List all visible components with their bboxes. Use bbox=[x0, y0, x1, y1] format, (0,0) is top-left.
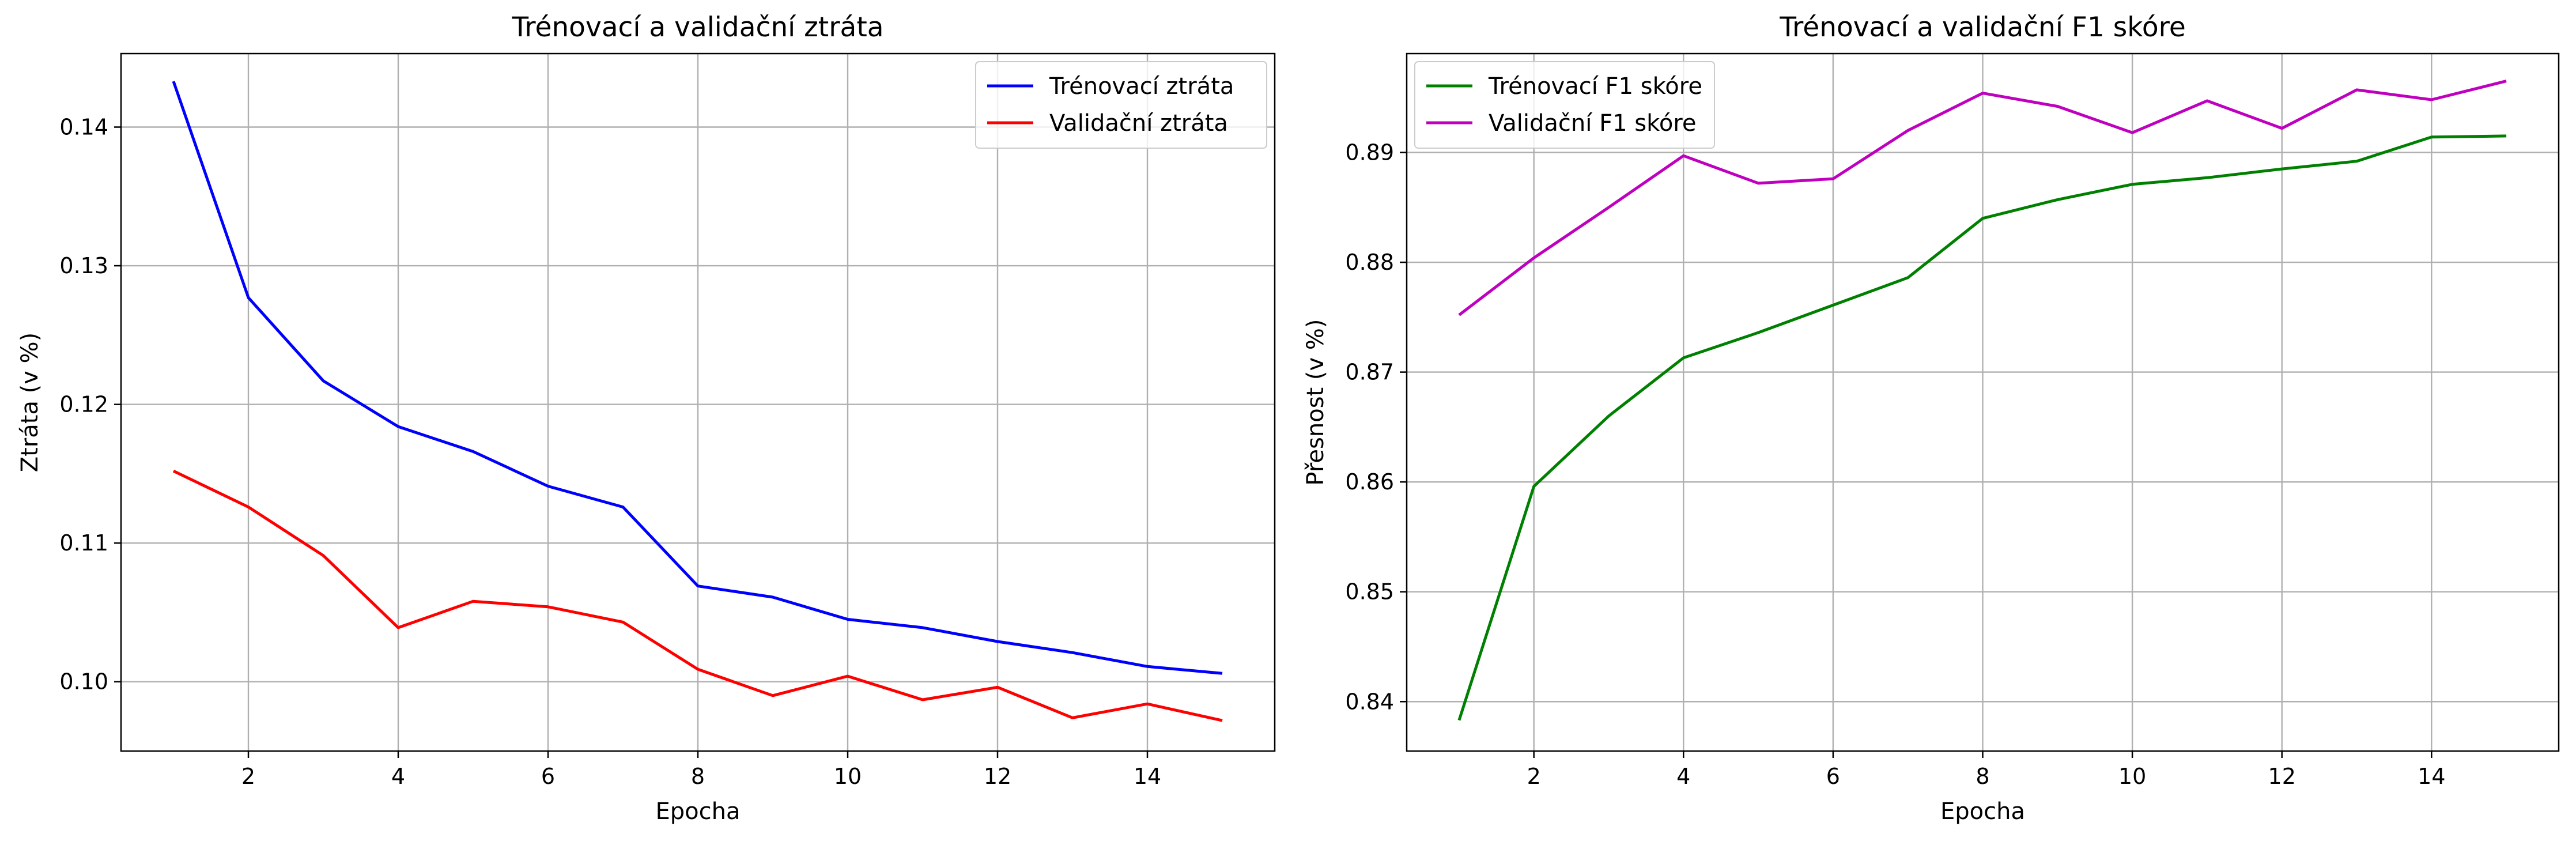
x-tick-label: 6 bbox=[1826, 764, 1840, 789]
series-line bbox=[172, 81, 1223, 675]
f1-score-chart: 2 4 6 8 10 12 14 0.84 0.85 0.86 0.87 0.88 0.89 Trénov… bbox=[1302, 12, 2560, 825]
ticks: 2 4 6 8 10 12 14 0.84 0.85 0.86 0.87 0.88 0.89 bbox=[1345, 139, 2445, 789]
loss-chart: 2 4 6 8 10 12 14 0.10 0.11 0.12 0.13 0.14 Trénovací … bbox=[17, 12, 1276, 825]
y-axis-label: Ztráta (v %) bbox=[17, 333, 43, 473]
x-tick-label: 2 bbox=[241, 764, 255, 789]
legend-label: Validační F1 skóre bbox=[1489, 110, 1696, 137]
chart-title: Trénovací a validační ztráta bbox=[511, 12, 883, 43]
y-tick-label: 0.12 bbox=[59, 392, 108, 417]
legend-label: Validační ztráta bbox=[1049, 110, 1228, 137]
x-tick-label: 6 bbox=[541, 764, 555, 789]
x-tick-label: 2 bbox=[1527, 764, 1541, 789]
x-tick-label: 10 bbox=[2118, 764, 2146, 789]
y-tick-label: 0.14 bbox=[59, 114, 108, 139]
x-axis-label: Epocha bbox=[1940, 798, 2025, 825]
y-tick-label: 0.13 bbox=[59, 253, 108, 278]
x-axis-label: Epocha bbox=[656, 798, 741, 825]
ticks: 2 4 6 8 10 12 14 0.10 0.11 0.12 0.13 0.14 bbox=[59, 114, 1161, 789]
legend-label: Trénovací F1 skóre bbox=[1488, 73, 1702, 100]
x-tick-label: 12 bbox=[984, 764, 1011, 789]
y-tick-label: 0.84 bbox=[1345, 689, 1394, 714]
y-tick-label: 0.87 bbox=[1345, 360, 1394, 385]
x-tick-label: 14 bbox=[1134, 764, 1161, 789]
x-tick-label: 10 bbox=[834, 764, 862, 789]
x-tick-label: 14 bbox=[2418, 764, 2445, 789]
legend: Trénovací F1 skóre Validační F1 skóre bbox=[1414, 61, 1715, 149]
series-line bbox=[172, 469, 1223, 722]
legend-label: Trénovací ztráta bbox=[1049, 73, 1234, 100]
series-line bbox=[1458, 80, 2507, 316]
chart-title: Trénovací a validační F1 skóre bbox=[1779, 12, 2186, 43]
series-line bbox=[1457, 134, 2507, 721]
x-tick-label: 4 bbox=[1676, 764, 1690, 789]
y-axis-label: Přesnost (v %) bbox=[1302, 319, 1329, 485]
legend-box bbox=[975, 61, 1267, 149]
legend: Trénovací ztráta Validační ztráta bbox=[975, 61, 1267, 149]
y-tick-label: 0.11 bbox=[59, 530, 108, 556]
y-tick-label: 0.89 bbox=[1345, 139, 1394, 165]
grid bbox=[121, 54, 1275, 751]
x-tick-label: 8 bbox=[691, 764, 705, 789]
series-lines bbox=[1457, 80, 2507, 721]
y-tick-label: 0.88 bbox=[1345, 250, 1394, 275]
y-tick-label: 0.85 bbox=[1345, 579, 1394, 605]
legend-box bbox=[1414, 61, 1715, 149]
x-tick-label: 4 bbox=[391, 764, 405, 789]
y-tick-label: 0.86 bbox=[1345, 469, 1394, 495]
x-tick-label: 8 bbox=[1976, 764, 1989, 789]
y-tick-label: 0.10 bbox=[59, 669, 108, 695]
x-tick-label: 12 bbox=[2268, 764, 2296, 789]
grid bbox=[1407, 54, 2559, 751]
series-lines bbox=[172, 81, 1223, 722]
